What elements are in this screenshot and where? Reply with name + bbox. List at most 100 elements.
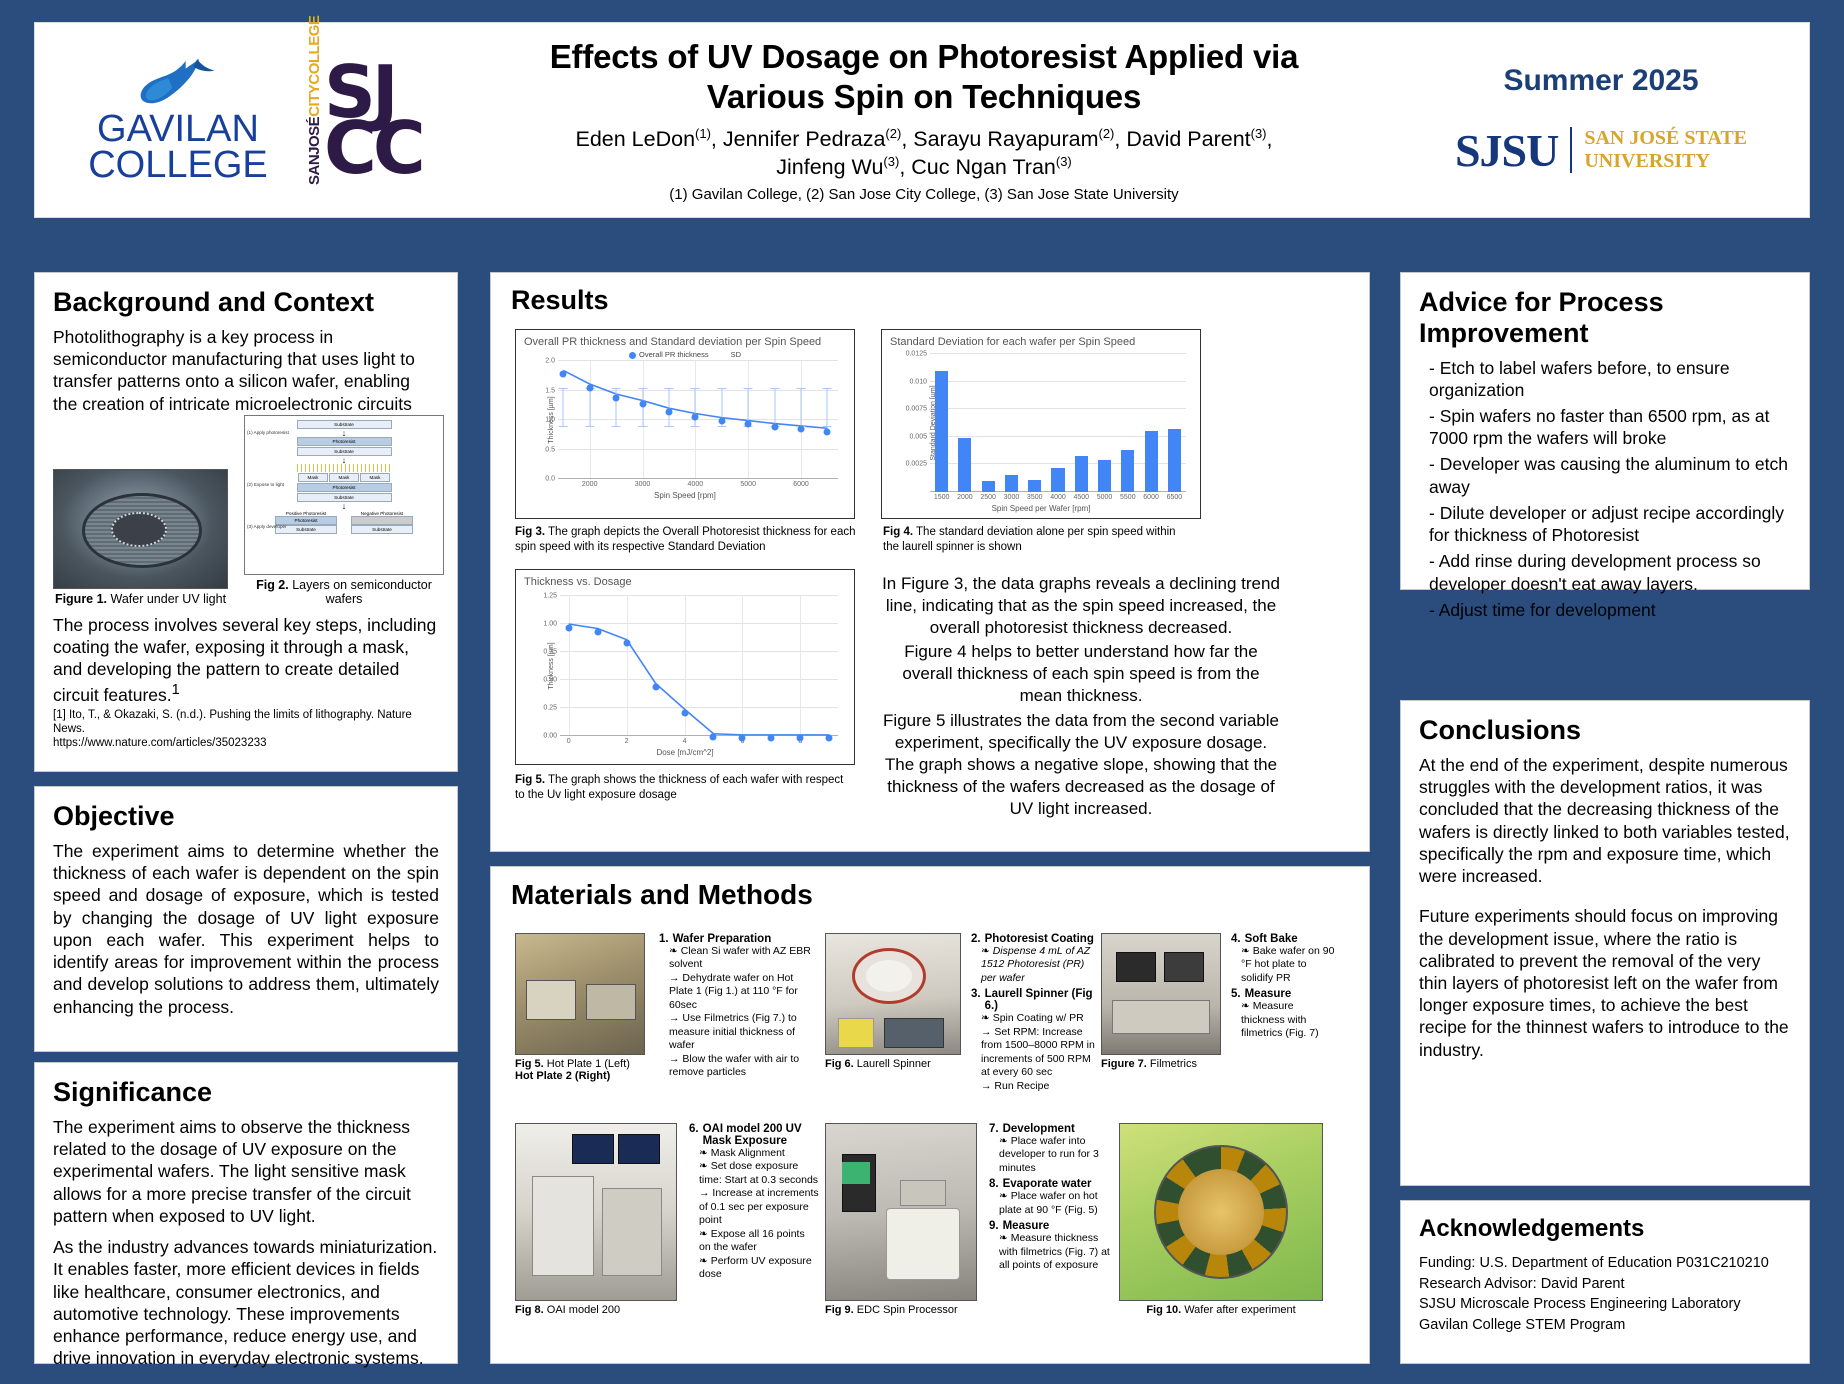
diagram-uv-rays (296, 463, 392, 472)
discussion-paragraph-1: In Figure 3, the data graphs reveals a d… (882, 574, 1280, 638)
y-tick-label: 0.50 (543, 676, 557, 684)
ack-line: Research Advisor: David Parent (1419, 1275, 1625, 1292)
bar (958, 437, 972, 492)
background-panel: Background and Context Photolithography … (34, 272, 458, 772)
y-tick-label: 1.25 (543, 592, 557, 600)
figure-5-caption: Fig 5. The graph shows the thickness of … (515, 774, 844, 801)
diagram-positive-substrate: Substrate (275, 524, 337, 534)
figure-9-block: Fig 9. EDC Spin Processor (825, 1123, 977, 1316)
bar (1098, 459, 1112, 492)
figure-7-image (1101, 933, 1221, 1055)
diagram-photoresist-1: Photoresist (296, 436, 392, 446)
methods-row-2: Fig 8. OAI model 200 6. OAI model 200 UV… (515, 1123, 1323, 1316)
figure-5-methods-caption: Fig 5. Hot Plate 1 (Left) Hot Plate 2 (R… (515, 1058, 630, 1082)
data-point (823, 428, 831, 436)
diagram-mask-3: Mask (360, 472, 390, 482)
x-tick-label: 4 (682, 738, 687, 745)
error-cap (664, 388, 674, 390)
gridline (930, 408, 1186, 410)
figure-9-image (825, 1123, 977, 1301)
x-tick-label: 5000 (740, 481, 756, 488)
bar (1167, 429, 1181, 492)
step-5-number: 5. (1231, 988, 1241, 1001)
y-tick-label: 0.75 (543, 648, 557, 656)
figure-6-block: Fig 6. Laurell Spinner (825, 933, 961, 1070)
objective-heading: Objective (53, 801, 175, 831)
x-tick-label: 0 (566, 738, 571, 745)
figure-3-caption: Fig 3. The graph depicts the Overall Pho… (515, 526, 856, 553)
figure-1-caption: Figure 1. Wafer under UV light (54, 591, 227, 606)
x-tick-label: 1500 (933, 494, 950, 501)
figure-8-caption: Fig 8. OAI model 200 (515, 1304, 621, 1316)
discussion-paragraph-2: Figure 4 helps to better understand how … (902, 642, 1260, 706)
figure-5-line (568, 623, 830, 736)
advice-item: Dilute developer or adjust recipe accord… (1429, 502, 1791, 546)
step-3-bullets: ❧ Spin Coating w/ PR → Set RPM: Increase… (981, 1012, 1095, 1092)
term-label: Summer 2025 (1503, 63, 1699, 97)
y-tick-label: 0.25 (543, 704, 557, 712)
step-6-bullets: ❧ Mask Alignment ❧ Set dose exposure tim… (699, 1147, 819, 1280)
step-4-title: Soft Bake (1244, 933, 1298, 945)
step-1-title: Wafer Preparation (672, 933, 772, 945)
ack-line: Funding: U.S. Department of Education P0… (1419, 1255, 1769, 1271)
gavilan-logo-text: GAVILAN COLLEGE (88, 110, 268, 184)
figure-3-title: Overall PR thickness and Standard deviat… (524, 336, 822, 348)
step-4-bullets: ❧ Bake wafer on 90 °F hot plate to solid… (1241, 945, 1335, 984)
error-cap (690, 388, 700, 390)
sjcc-logo: SANJOSÉCITYCOLLEGE SJ CC (306, 16, 437, 200)
data-point (718, 417, 726, 425)
data-point (691, 413, 699, 421)
advice-panel: Advice for Process Improvement Etch to l… (1400, 272, 1810, 620)
objective-text: The experiment aims to determine whether… (53, 841, 439, 1017)
data-point (797, 425, 805, 433)
methods-step-1: 1. Wafer Preparation ❧ Clean Si wafer wi… (651, 933, 819, 1079)
data-point (796, 734, 804, 742)
figure-10-block: Fig 10. Wafer after experiment (1119, 1123, 1323, 1316)
advice-list: Etch to label wafers before, to ensure o… (1429, 357, 1791, 621)
figure-4-title: Standard Deviation for each wafer per Sp… (890, 336, 1136, 348)
figure-5-plot: Thickness [µm] 0.00 0.25 0.50 0.75 1.00 1.25 0… (543, 593, 838, 745)
methods-steps-2-3: 2. Photoresist Coating ❧ Dispense 4 mL o… (967, 933, 1095, 1093)
figure-4-chart: Standard Deviation for each wafer per Sp… (881, 329, 1201, 519)
header-right: Summer 2025 SJSU SAN JOSÉ STATE UNIVERSI… (1411, 64, 1791, 177)
step-3-number: 3. (971, 988, 981, 1001)
poster-header: GAVILAN COLLEGE SANJOSÉCITYCOLLEGE SJ CC… (34, 16, 1810, 218)
error-cap (743, 388, 753, 390)
advice-heading-line1: Advice for Process (1419, 287, 1664, 317)
figure-8-block: Fig 8. OAI model 200 (515, 1123, 677, 1316)
ack-line: SJSU Microscale Process Engineering Labo… (1419, 1296, 1741, 1313)
figure-9-caption: Fig 9. EDC Spin Processor (825, 1304, 958, 1316)
figure-4-caption: Fig 4. The standard deviation alone per … (883, 526, 1176, 553)
diagram-photoresist-2: Photoresist (296, 482, 392, 492)
diagram-negative-photoresist (351, 515, 413, 525)
diagram-negative-substrate: Substrate (351, 524, 413, 534)
error-bar (562, 389, 564, 427)
data-point (681, 709, 689, 717)
gridline (558, 360, 838, 361)
gridline (568, 596, 570, 736)
methods-steps-4-5: 4. Soft Bake ❧ Bake wafer on 90 °F hot p… (1227, 933, 1337, 1041)
background-heading: Background and Context (53, 287, 375, 317)
x-tick-label: 2 (624, 738, 629, 745)
x-tick-label: 6500 (1166, 494, 1183, 501)
step-7-bullets: ❧ Place wafer into developer to run for … (999, 1135, 1099, 1174)
step-1-number: 1. (659, 933, 669, 945)
data-point (612, 394, 620, 402)
x-tick-label: 4500 (1073, 494, 1090, 501)
gridline (801, 361, 803, 479)
error-cap (717, 388, 727, 390)
x-tick-label: 3000 (634, 481, 651, 488)
y-tick-label: 0.0 (545, 475, 555, 483)
step-3-title: Laurell Spinner (Fig 6.) (984, 988, 1093, 1013)
error-bar (589, 389, 591, 427)
sjcc-initials-top: SJ (324, 49, 399, 134)
step-5-bullets: ❧ Measure thickness with filmetrics (Fig… (1241, 1000, 1319, 1040)
gridline (930, 435, 1186, 437)
bar (1144, 431, 1158, 492)
gridline (800, 596, 802, 736)
figure-2-caption: Fig 2. Layers on semiconductor wafers (256, 577, 432, 606)
figure-8-image (515, 1123, 677, 1301)
acknowledgements-text: Funding: U.S. Department of Education P0… (1419, 1253, 1791, 1335)
objective-panel: Objective The experiment aims to determi… (34, 786, 458, 1052)
